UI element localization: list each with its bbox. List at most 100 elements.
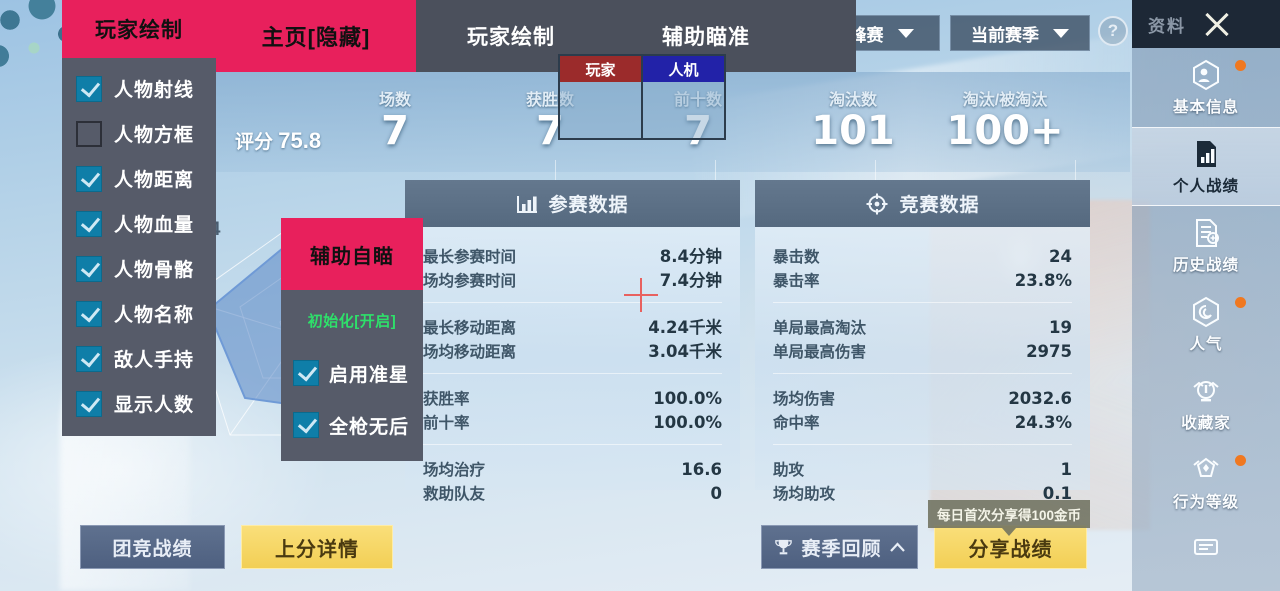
cheat-option-label: 人物名称: [114, 305, 195, 326]
cheat-option-label: 人物骨骼: [114, 260, 195, 281]
cheat-player-draw-list: 人物射线 人物方框 人物距离 人物血量 人物骨骼 人物名称: [62, 58, 216, 436]
cheat-tab-home[interactable]: 主页[隐藏]: [216, 0, 416, 72]
stat-row: 暴击数 24: [773, 245, 1072, 269]
notification-badge-dot: [1235, 297, 1246, 308]
sidebar-item-popularity[interactable]: 人气: [1132, 285, 1280, 364]
cheat-option-row[interactable]: 人物名称: [62, 291, 216, 336]
stat-value: 1: [1060, 460, 1072, 479]
profile-badge-icon: [1189, 58, 1223, 92]
stat-group: 场均治疗 16.6 救助队友 0: [423, 454, 722, 515]
stat-key: 场均参赛时间: [423, 273, 517, 290]
cheat-option-row[interactable]: 显示人数: [62, 381, 216, 426]
cheat-option-label: 敌人手持: [114, 350, 195, 371]
cheat-subtab-player[interactable]: 玩家: [560, 56, 643, 138]
team-record-button[interactable]: 团竞战绩: [80, 525, 225, 569]
stat-key: 单局最高淘汰: [773, 320, 867, 337]
stat-key: 暴击率: [773, 273, 820, 290]
cheat-subtab-bot[interactable]: 人机: [643, 56, 724, 138]
stat-key: 最长参赛时间: [423, 249, 517, 266]
stat-value: 100+: [946, 108, 1064, 154]
stat-value: 2032.6: [1008, 389, 1072, 408]
season-select-label: 当前赛季: [971, 25, 1039, 45]
sidebar-item-label: 个人战绩: [1172, 178, 1239, 195]
checkbox-checked-icon[interactable]: [76, 300, 102, 327]
panel-competition-data: 竞赛数据 暴击数 24 暴击率 23.8% 单局最高淘汰 19 单局最高伤害 2…: [755, 180, 1090, 503]
stat-key: 最长移动距离: [423, 320, 517, 337]
history-document-icon: [1189, 216, 1223, 250]
cheat-option-row[interactable]: 人物血量: [62, 201, 216, 246]
checkbox-checked-icon[interactable]: [76, 390, 102, 417]
cheat-option-row[interactable]: 全枪无后: [281, 399, 423, 451]
help-button[interactable]: ?: [1098, 16, 1128, 46]
cheat-tab-home-label: 主页[隐藏]: [261, 25, 371, 50]
cheat-option-row[interactable]: 人物距离: [62, 156, 216, 201]
panel-header: 竞赛数据: [755, 180, 1090, 227]
sidebar-item-basic-info[interactable]: 基本信息: [1132, 48, 1280, 127]
sidebar-item-collector[interactable]: 收藏家: [1132, 364, 1280, 443]
close-icon[interactable]: [1200, 7, 1234, 41]
stat-value: 100.0%: [653, 389, 722, 408]
cheat-tab-aim-assist-label: 辅助瞄准: [662, 26, 750, 49]
crosshair-target-icon: [866, 193, 888, 214]
stat-row: 暴击率 23.8%: [773, 269, 1072, 293]
notification-badge-dot: [1235, 455, 1246, 466]
stat-row: 命中率 24.3%: [773, 411, 1072, 435]
sidebar-item-behavior-level[interactable]: 行为等级: [1132, 443, 1280, 522]
cheat-option-row[interactable]: 人物骨骼: [62, 246, 216, 291]
stat-value: 23.8%: [1014, 271, 1072, 290]
checkbox-unchecked-icon[interactable]: [76, 120, 102, 147]
sidebar-item-history-record[interactable]: 历史战绩: [1132, 206, 1280, 285]
panel-match-data: 参赛数据 最长参赛时间 8.4分钟 场均参赛时间 7.4分钟 最长移动距离 4.…: [405, 180, 740, 503]
stat-row: 单局最高伤害 2975: [773, 340, 1072, 364]
stat-matches: 场数 7: [320, 86, 470, 152]
checkbox-checked-icon[interactable]: [293, 360, 319, 386]
checkbox-checked-icon[interactable]: [293, 412, 319, 438]
chart-document-icon: [1189, 137, 1223, 171]
checkbox-checked-icon[interactable]: [76, 75, 102, 102]
cheat-tab-player-draw[interactable]: 玩家绘制: [416, 0, 606, 72]
cheat-subtab-bot-body: [643, 82, 724, 138]
stat-row: 最长移动距离 4.24千米: [423, 316, 722, 340]
checkbox-checked-icon[interactable]: [76, 255, 102, 282]
stat-group: 获胜率 100.0% 前十率 100.0%: [423, 383, 722, 445]
season-review-button[interactable]: 赛季回顾: [761, 525, 918, 569]
sidebar-item-personal-record[interactable]: 个人战绩: [1132, 127, 1280, 206]
cheat-option-label: 人物血量: [114, 215, 195, 236]
stat-value: 16.6: [681, 460, 722, 479]
rank-details-label: 上分详情: [275, 538, 359, 561]
cheat-aim-status: 初始化[开启]: [307, 313, 397, 330]
season-select[interactable]: 当前赛季: [950, 15, 1090, 51]
cheat-tab-aim-assist[interactable]: 辅助瞄准: [606, 0, 806, 72]
score-value: 75.8: [278, 128, 322, 153]
stat-value: 100.0%: [653, 413, 722, 432]
stat-top10: 前十数 7: [623, 86, 773, 152]
stat-group: 最长参赛时间 8.4分钟 场均参赛时间 7.4分钟: [423, 241, 722, 303]
cheat-option-row[interactable]: 人物射线: [62, 66, 216, 111]
share-record-label: 分享战绩: [968, 538, 1053, 561]
cheat-subtab-bot-label: 人机: [643, 56, 724, 82]
sidebar-item-label: 行为等级: [1172, 494, 1239, 511]
cheat-option-row[interactable]: 人物方框: [62, 111, 216, 156]
sidebar-item-card[interactable]: [1132, 522, 1280, 572]
stat-kd: 淘汰/被淘汰 100+: [930, 86, 1080, 152]
rank-details-button[interactable]: 上分详情: [241, 525, 393, 569]
checkbox-checked-icon[interactable]: [76, 210, 102, 237]
stat-row: 助攻 1: [773, 458, 1072, 482]
cheat-option-row[interactable]: 敌人手持: [62, 336, 216, 381]
sidebar-item-label: 历史战绩: [1172, 257, 1239, 274]
checkbox-checked-icon[interactable]: [76, 165, 102, 192]
stat-key: 场均助攻: [773, 486, 836, 503]
stat-value: 8.4分钟: [659, 247, 722, 266]
sidebar-header: 资料: [1132, 0, 1280, 48]
stat-group: 最长移动距离 4.24千米 场均移动距离 3.04千米: [423, 312, 722, 374]
stat-row: 获胜率 100.0%: [423, 387, 722, 411]
cheat-option-row[interactable]: 启用准星: [281, 347, 423, 399]
stat-kills: 淘汰数 101: [778, 86, 928, 152]
stat-row: 场均助攻 0.1: [773, 482, 1072, 506]
stat-group: 场均伤害 2032.6 命中率 24.3%: [773, 383, 1072, 445]
stat-value: 24: [1049, 247, 1072, 266]
shield-badge-icon: [1189, 453, 1223, 487]
card-icon: [1189, 530, 1223, 564]
checkbox-checked-icon[interactable]: [76, 345, 102, 372]
cheat-option-label: 人物射线: [114, 80, 195, 101]
